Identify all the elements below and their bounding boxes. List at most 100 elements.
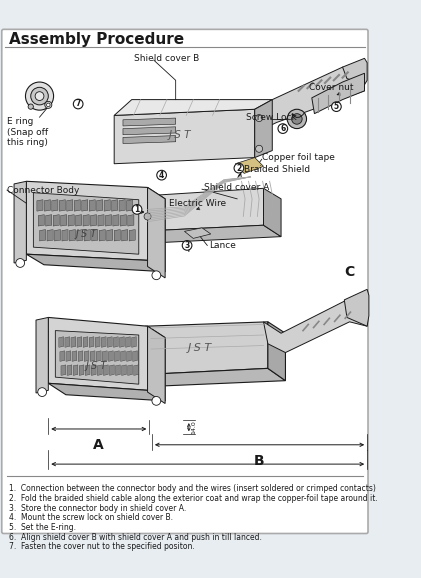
Polygon shape [139,188,264,231]
Polygon shape [128,365,133,375]
Circle shape [278,124,288,134]
Polygon shape [55,331,139,384]
Polygon shape [27,254,165,272]
Polygon shape [147,187,165,278]
Text: 5.  Set the E-ring.: 5. Set the E-ring. [9,523,76,532]
Text: Electric Wire: Electric Wire [169,199,226,208]
Text: Braided Shield: Braided Shield [244,165,310,175]
Polygon shape [85,365,90,375]
Polygon shape [108,351,113,361]
Polygon shape [134,365,139,375]
Polygon shape [119,200,125,211]
Text: E ring
(Snap off
this ring): E ring (Snap off this ring) [7,117,48,147]
Polygon shape [184,228,211,238]
Text: 3: 3 [184,241,190,250]
Polygon shape [53,214,59,226]
Polygon shape [128,214,134,226]
Polygon shape [96,351,101,361]
Polygon shape [67,200,73,211]
Polygon shape [74,200,80,211]
Text: Cover nut: Cover nut [309,83,354,92]
Polygon shape [27,181,147,260]
Text: 1.  Connection between the connector body and the wires (insert soldered or crim: 1. Connection between the connector body… [9,484,376,493]
Text: 7: 7 [75,99,81,109]
Polygon shape [114,229,120,241]
Circle shape [152,397,161,405]
Polygon shape [61,214,67,226]
Polygon shape [343,58,367,84]
Polygon shape [59,337,64,347]
Polygon shape [115,351,119,361]
Polygon shape [78,351,83,361]
Text: J S T: J S T [169,129,191,140]
Polygon shape [133,351,138,361]
Polygon shape [77,337,82,347]
Polygon shape [14,181,27,263]
Polygon shape [62,229,68,241]
Polygon shape [312,73,365,114]
Text: 4: 4 [159,171,164,180]
Text: 1: 1 [134,205,140,214]
Polygon shape [75,214,82,226]
Polygon shape [268,322,285,381]
Polygon shape [36,317,48,393]
Polygon shape [83,337,88,347]
Polygon shape [264,188,281,236]
Polygon shape [120,337,124,347]
Circle shape [144,213,151,220]
Text: 2.  Fold the braided shield cable along the exterior coat and wrap the copper-fo: 2. Fold the braided shield cable along t… [9,494,378,503]
FancyBboxPatch shape [2,29,368,533]
Polygon shape [115,365,120,375]
Polygon shape [67,365,72,375]
Circle shape [31,87,48,105]
Polygon shape [68,214,74,226]
Polygon shape [255,99,272,158]
Circle shape [38,388,47,397]
Polygon shape [235,158,264,173]
Polygon shape [73,365,78,375]
Polygon shape [84,351,89,361]
Polygon shape [38,214,44,226]
Polygon shape [126,200,133,211]
Polygon shape [109,365,114,375]
Text: Lance: Lance [209,241,236,250]
Polygon shape [107,229,113,241]
Polygon shape [114,99,272,116]
Polygon shape [79,365,84,375]
Polygon shape [112,200,118,211]
Polygon shape [72,351,77,361]
Circle shape [256,114,263,121]
Polygon shape [52,200,58,211]
Circle shape [292,114,302,124]
Polygon shape [83,214,89,226]
Text: B: B [254,454,264,468]
Text: Screw Lock: Screw Lock [246,113,297,122]
Polygon shape [145,322,268,375]
Polygon shape [54,229,61,241]
Circle shape [182,240,192,250]
Polygon shape [120,351,125,361]
Circle shape [132,205,142,214]
Polygon shape [102,351,107,361]
Polygon shape [132,337,136,347]
Polygon shape [37,200,43,211]
Circle shape [47,103,50,106]
Polygon shape [82,200,88,211]
Text: C: C [344,265,355,279]
Polygon shape [139,225,281,243]
Polygon shape [113,214,119,226]
Circle shape [35,92,44,101]
Circle shape [332,102,341,112]
Polygon shape [145,368,285,386]
Circle shape [45,101,52,109]
Text: Shield cover A: Shield cover A [204,183,269,192]
Polygon shape [60,351,65,361]
Polygon shape [40,229,45,241]
Polygon shape [95,337,100,347]
Circle shape [152,271,161,280]
Text: Connector Body: Connector Body [7,186,80,195]
Polygon shape [90,351,95,361]
Text: 3.  Store the connector body in shield cover A.: 3. Store the connector body in shield co… [9,503,186,513]
Polygon shape [120,214,126,226]
Polygon shape [91,365,96,375]
